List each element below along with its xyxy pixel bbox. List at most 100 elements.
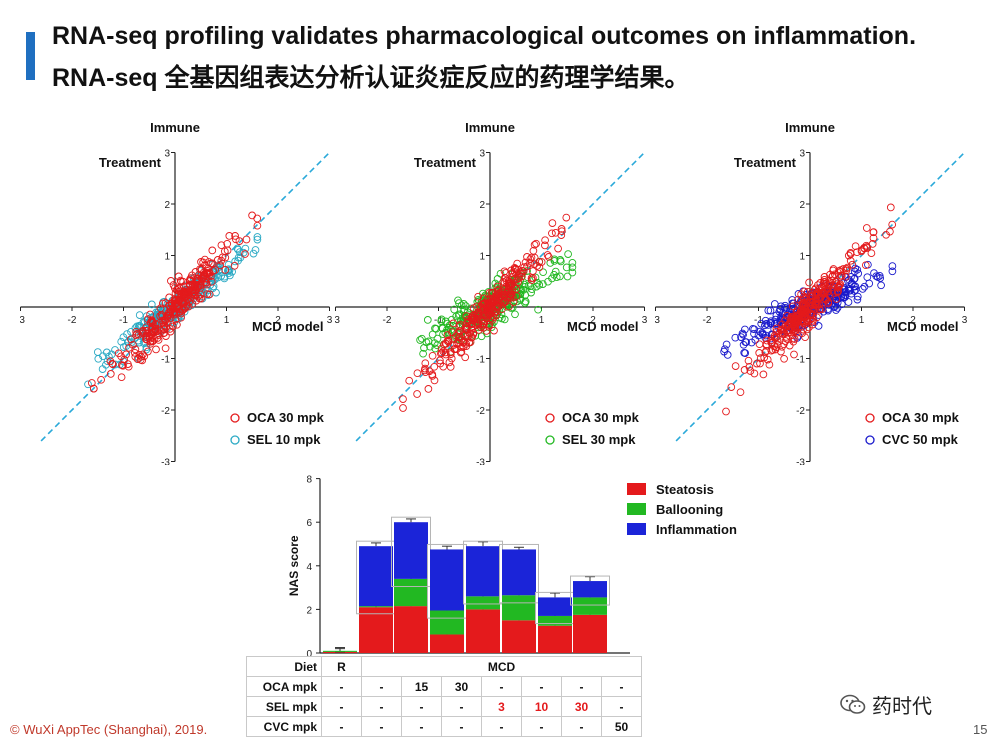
data-point <box>488 312 497 320</box>
data-point <box>535 281 544 289</box>
data-point <box>504 285 513 294</box>
data-point <box>772 324 781 333</box>
data-point <box>428 351 437 360</box>
data-point <box>474 292 482 301</box>
data-point <box>514 278 522 287</box>
y-tick-label: -2 <box>161 406 170 417</box>
data-point <box>837 272 846 280</box>
data-point <box>777 325 786 334</box>
data-point <box>778 342 786 351</box>
data-point <box>564 250 572 258</box>
y-tick-label: -2 <box>796 406 805 417</box>
data-point <box>860 282 869 291</box>
data-point <box>817 289 826 298</box>
table-cell: MCD <box>361 656 642 677</box>
data-point <box>778 316 787 324</box>
table-cell: - <box>401 716 442 737</box>
data-point <box>142 323 151 332</box>
data-point <box>231 235 240 244</box>
data-point <box>550 257 559 265</box>
data-point <box>557 231 566 239</box>
data-point <box>130 348 139 357</box>
table-cell: - <box>321 676 362 697</box>
data-point <box>767 339 776 347</box>
data-point <box>454 338 463 347</box>
data-point <box>790 335 799 343</box>
data-point <box>192 296 201 305</box>
y-tick-label: 8 <box>306 475 312 486</box>
data-point <box>519 267 528 276</box>
data-point <box>858 285 867 293</box>
bar-segment <box>359 546 393 607</box>
data-point <box>764 321 773 329</box>
data-point <box>530 240 539 249</box>
data-point <box>97 375 105 384</box>
data-point <box>135 311 144 319</box>
bar-segment <box>394 606 428 653</box>
data-point <box>451 345 459 353</box>
data-point <box>498 305 506 313</box>
data-point <box>167 277 175 285</box>
data-point <box>124 362 133 371</box>
data-point <box>539 280 547 288</box>
table-cell: - <box>521 716 562 737</box>
data-point <box>105 352 113 361</box>
data-point <box>777 302 785 311</box>
bar-segment <box>323 651 357 653</box>
data-point <box>861 261 870 270</box>
data-point <box>722 407 730 416</box>
data-point <box>479 305 488 314</box>
data-point <box>473 302 481 311</box>
data-point <box>794 315 803 324</box>
data-point <box>825 281 834 289</box>
data-point <box>529 267 537 275</box>
data-point <box>527 274 536 283</box>
legend-label: OCA 30 mpk <box>562 410 640 425</box>
data-point <box>231 257 240 266</box>
data-point <box>805 323 813 332</box>
data-point <box>146 337 155 345</box>
data-point <box>821 288 830 296</box>
data-point <box>450 305 459 314</box>
legend-label: OCA 30 mpk <box>247 410 325 425</box>
data-point <box>465 329 474 338</box>
table-cell: - <box>321 696 362 717</box>
legend-label: Ballooning <box>656 502 723 517</box>
data-point <box>160 321 168 329</box>
data-point <box>445 358 454 367</box>
data-point <box>161 299 170 307</box>
data-point <box>543 251 552 259</box>
data-point <box>424 385 433 393</box>
bar-segment <box>502 595 536 621</box>
legend-label: SEL 30 mpk <box>562 432 636 447</box>
data-point <box>562 263 571 272</box>
data-point <box>796 311 804 320</box>
data-point <box>784 328 792 337</box>
data-point <box>221 266 230 274</box>
x-tick-label: -3 <box>335 315 340 326</box>
data-point <box>761 321 769 330</box>
data-point <box>497 292 506 301</box>
table-cell: - <box>561 676 602 697</box>
data-point <box>179 277 187 286</box>
x-tick-label: 1 <box>859 315 865 326</box>
data-point <box>762 346 771 355</box>
data-point <box>170 295 179 304</box>
data-point <box>755 340 764 349</box>
data-point <box>184 302 193 311</box>
data-point <box>174 272 183 281</box>
data-point <box>251 246 260 254</box>
data-point <box>832 306 840 314</box>
legend-swatch <box>627 483 646 495</box>
data-point <box>539 268 547 277</box>
data-point <box>554 244 562 253</box>
data-point <box>234 245 242 254</box>
data-point <box>739 340 748 349</box>
bar-segment <box>502 620 536 653</box>
data-point <box>119 343 128 351</box>
data-point <box>430 362 439 371</box>
y-tick-label: 1 <box>799 252 805 263</box>
x-tick-label: 2 <box>275 315 281 326</box>
data-point <box>814 322 823 330</box>
data-point <box>837 300 846 309</box>
